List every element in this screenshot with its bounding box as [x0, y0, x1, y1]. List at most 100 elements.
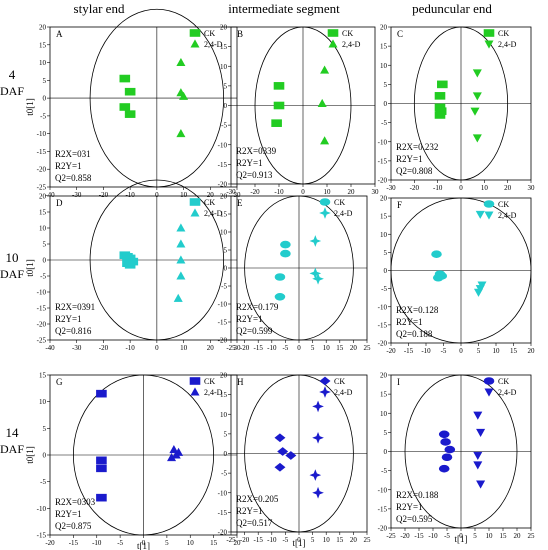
y-tick-label: -10 — [378, 486, 388, 494]
stat-text: R2Y=1 — [236, 506, 263, 516]
panel-d: -40 -30 -20 -10 0 10 20 30-25-20-15-10-50510152… — [25, 179, 242, 352]
stat-text: Q2=0.808 — [396, 166, 433, 176]
x-tick-label: 0 — [297, 536, 301, 544]
panel-f: -20 -15 -10 -5 0 5 10 15 20 -20 -15 -10 -5 0 5 10 15 20 F C… — [378, 195, 535, 356]
x-tick-label: -5 — [282, 344, 288, 352]
stat-text: R2X=0.205 — [236, 494, 279, 504]
x-tick-label: -40 — [45, 191, 55, 199]
x-tick-label: 15 — [510, 347, 518, 355]
data-point-24d — [173, 293, 183, 302]
y-tick-label: -10 — [37, 505, 47, 513]
data-point-24d — [475, 210, 485, 219]
x-tick-label: -10 — [433, 184, 443, 192]
x-tick-label: 0 — [155, 191, 159, 199]
stat-text: R2X=0303 — [55, 497, 96, 507]
x-tick-label: -10 — [267, 536, 277, 544]
y-tick-label: -20 — [37, 166, 47, 174]
y-tick-label: 0 — [384, 267, 388, 275]
row-header-num-10: 10 — [6, 250, 19, 265]
legend-label-ck: CK — [342, 29, 353, 38]
y-tick-label: 0 — [43, 452, 47, 460]
panel-a: -40 -30 -20 -10 0 10 20 30-25-20-15-10-50510152… — [25, 8, 242, 199]
y-tick-label: 0 — [224, 450, 228, 458]
y-tick-label: -20 — [37, 321, 47, 329]
column-header-stylar: stylar end — [74, 1, 125, 16]
x-tick-label: 30 — [528, 184, 536, 192]
y-tick-label: -10 — [218, 141, 228, 149]
legend-label-ck: CK — [204, 29, 215, 38]
y-tick-label: 15 — [380, 43, 388, 51]
x-tick-label: -20 — [410, 184, 420, 192]
row-header-unit-4: DAF — [0, 84, 24, 98]
y-tick-label: 5 — [384, 81, 388, 89]
stat-text: R2Y=1 — [396, 154, 423, 164]
data-point-24d — [473, 411, 483, 420]
stat-text: Q2=0.188 — [396, 329, 433, 339]
x-tick-label: 30 — [234, 191, 242, 199]
data-point-24d — [176, 271, 186, 280]
data-point-ck — [273, 82, 285, 90]
data-point-24d — [309, 469, 322, 481]
x-tick-label: -20 — [240, 536, 250, 544]
legend-label-ck: CK — [498, 29, 509, 38]
x-tick-label: 25 — [364, 536, 372, 544]
data-point-ck — [285, 451, 297, 460]
x-tick-label: -25 — [226, 344, 236, 352]
x-tick-label: 10 — [323, 536, 331, 544]
panel-letter: D — [56, 198, 63, 208]
x-tick-label: 15 — [210, 539, 218, 547]
data-point-ck — [280, 249, 291, 258]
y-tick-label: -5 — [381, 119, 387, 127]
x-tick-label: 20 — [350, 536, 358, 544]
legend-label-24d: 2,4-D — [204, 40, 223, 49]
stat-text: R2Y=1 — [55, 161, 82, 171]
y-tick-label: -5 — [40, 478, 46, 486]
x-tick-label: -10 — [267, 344, 277, 352]
x-tick-label: 10 — [180, 344, 188, 352]
legend-marker-24d — [484, 40, 494, 49]
stat-text: R2X=031 — [55, 149, 91, 159]
x-tick-label: 5 — [311, 536, 315, 544]
x-tick-label: -5 — [444, 532, 450, 540]
y-tick-label: 0 — [384, 100, 388, 108]
x-axis-label: t[1] — [137, 541, 150, 550]
data-point-24d — [176, 239, 186, 248]
row-header-unit-14: DAF — [0, 442, 24, 456]
y-tick-label: 20 — [380, 372, 388, 380]
data-point-ck — [277, 447, 289, 456]
data-point-ck — [124, 110, 136, 118]
y-tick-label: -15 — [37, 532, 47, 540]
data-point-ck — [437, 80, 448, 89]
y-tick-label: 10 — [220, 63, 228, 71]
stat-text: Q2=0.595 — [396, 514, 433, 524]
x-tick-label: 25 — [528, 532, 536, 540]
y-tick-label: 10 — [220, 229, 228, 237]
y-tick-label: -20 — [218, 529, 228, 537]
y-tick-label: 5 — [224, 430, 228, 438]
x-tick-label: -10 — [92, 539, 102, 547]
x-tick-label: 20 — [348, 188, 356, 196]
x-tick-label: 5 — [477, 347, 481, 355]
data-point-ck — [434, 92, 446, 100]
y-tick-label: -5 — [381, 285, 387, 293]
data-point-ck — [438, 430, 450, 439]
x-tick-label: 30 — [234, 344, 242, 352]
stat-text: R2Y=1 — [396, 317, 423, 327]
data-point-ck — [274, 433, 286, 443]
stat-text: Q2=0.913 — [236, 170, 273, 180]
data-point-24d — [320, 65, 330, 74]
panel-letter: B — [237, 29, 243, 39]
x-tick-label: -15 — [414, 532, 424, 540]
legend-label-24d: 2,4-D — [498, 211, 517, 220]
y-tick-label: 20 — [380, 195, 388, 203]
y-tick-label: 10 — [39, 59, 47, 67]
legend-label-24d: 2,4-D — [342, 40, 361, 49]
x-tick-label: 20 — [207, 191, 215, 199]
legend-label-ck: CK — [334, 198, 345, 207]
row-header-num-4: 4 — [9, 67, 16, 82]
stat-text: Q2=0.816 — [55, 326, 92, 336]
panel-letter: C — [397, 29, 403, 39]
x-tick-label: 5 — [165, 539, 169, 547]
y-tick-label: 10 — [39, 398, 47, 406]
